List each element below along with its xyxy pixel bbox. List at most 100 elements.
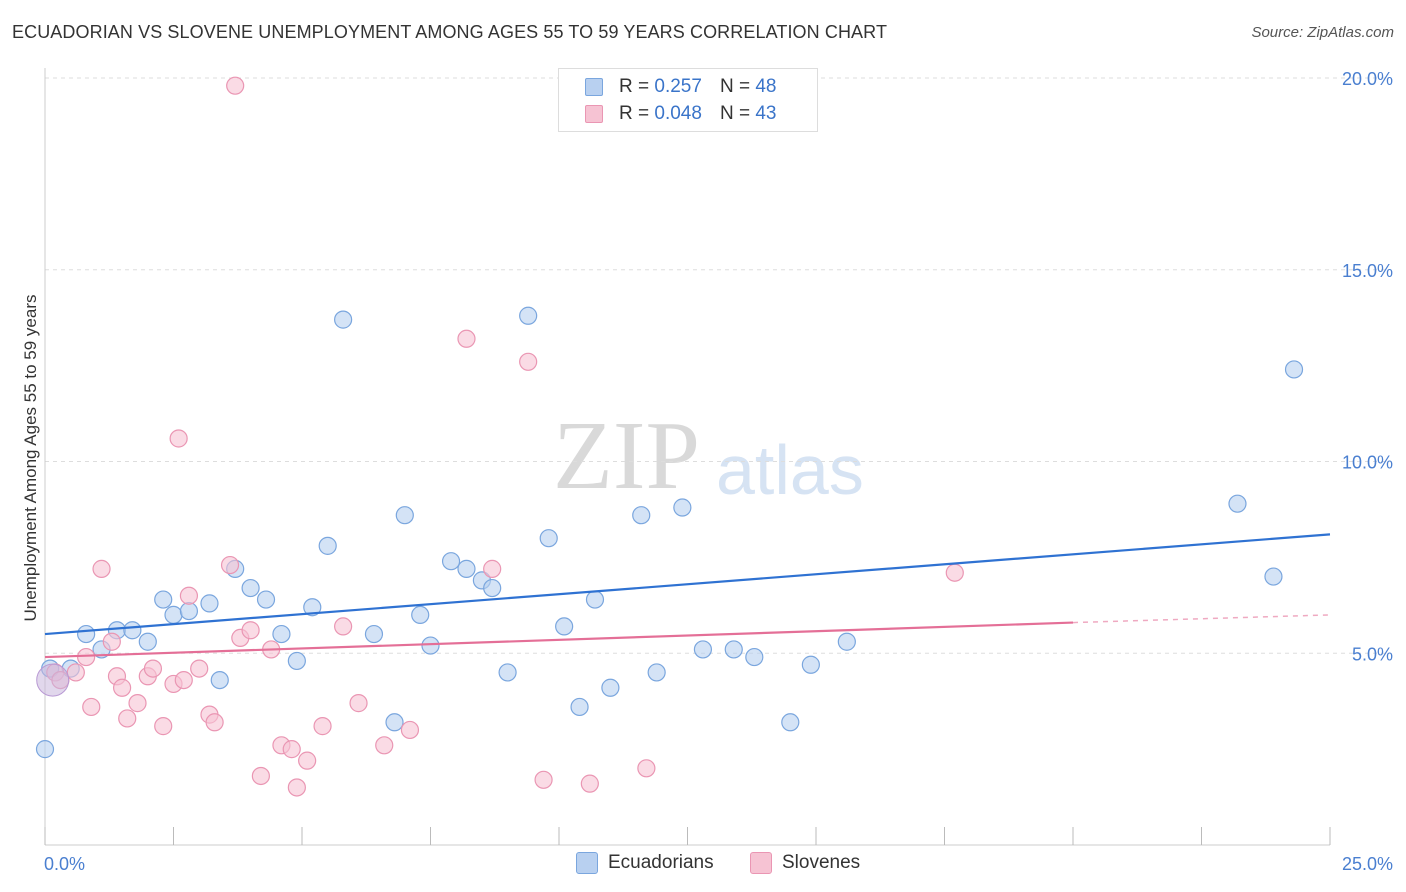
slovene-point (118, 709, 137, 728)
slovene-point (313, 717, 332, 736)
slovene-point (143, 659, 163, 678)
slovene-point (77, 647, 96, 667)
bottom-legend-ecuadorians[interactable]: Ecuadorians (576, 852, 714, 874)
ecuadorian-point (334, 310, 353, 329)
slovene-point (205, 713, 224, 732)
slovene-point (179, 586, 199, 605)
ecuadorian-point (555, 617, 574, 636)
legend-n-label: N = (719, 76, 751, 97)
watermark-atlas: atlas (716, 431, 864, 509)
ecuadorian-point (256, 590, 276, 609)
grid-layer (45, 77, 1385, 654)
slovene-point (349, 694, 368, 713)
legend-n-value: 48 (755, 76, 777, 97)
slovene-point (66, 663, 85, 682)
ecuadorian-point (421, 636, 440, 655)
ecuadorian-point (781, 713, 800, 732)
ecuadorian-point (837, 632, 856, 651)
ecuadorian-point (287, 651, 306, 671)
ecuadorian-point (303, 598, 322, 617)
points-layer (35, 76, 1304, 797)
cluster-point (36, 663, 70, 697)
bottom-legend-slovenes[interactable]: Slovenes (750, 852, 860, 874)
ecuadorian-point (647, 663, 666, 682)
slovene-point (519, 352, 538, 371)
slovene-trendline-dashed (1072, 614, 1331, 624)
ecuadorian-point (585, 590, 605, 609)
slovene-trendline (44, 621, 1074, 659)
slovene-point (102, 632, 121, 651)
ecuadorian-trendline (44, 533, 1331, 636)
ecuadorian-point (318, 536, 337, 555)
ecuadorian-point (745, 647, 764, 667)
bottom-legend-slovenes-label: Slovenes (782, 852, 861, 873)
ecuadorian-point (1228, 494, 1247, 513)
y-tick-label: 10.0% (1342, 453, 1393, 473)
slovene-point (534, 770, 553, 789)
legend-swatch-pink (585, 105, 603, 123)
slovene-point (128, 694, 147, 713)
slovene-point (580, 774, 599, 793)
ecuadorian-point (164, 605, 183, 625)
ecuadorian-point (724, 640, 743, 659)
bottom-legend-ecuadorians-label: Ecuadorians (608, 852, 714, 873)
legend-n-label: N = (719, 103, 751, 124)
legend-n-value: 43 (755, 103, 777, 124)
watermark-zip: ZIP (553, 402, 700, 510)
y-tick-label: 20.0% (1342, 69, 1393, 89)
ecuadorian-point (154, 590, 173, 609)
slovene-point (400, 720, 420, 740)
bottom-legend-swatch-blue (576, 852, 598, 874)
bottom-legend: Ecuadorians Slovenes (0, 852, 1406, 876)
x-tick-label: 0.0% (44, 854, 85, 874)
slovene-point (220, 555, 240, 575)
trend-layer (44, 533, 1331, 659)
ecuadorian-point (395, 506, 414, 525)
ecuadorian-point (693, 640, 713, 659)
slovene-point (457, 329, 476, 348)
ecuadorian-point (498, 663, 517, 682)
bottom-legend-swatch-pink (750, 852, 772, 874)
ecuadorian-point (801, 655, 820, 674)
ecuadorian-point (632, 506, 651, 525)
slovene-point (169, 429, 188, 448)
ecuadorian-point (364, 624, 384, 644)
ecuadorian-point (519, 306, 538, 325)
slovene-point (637, 759, 656, 778)
legend-row-ecuadorians: R = 0.257 N = 48 (585, 75, 776, 99)
chart-title: ECUADORIAN VS SLOVENE UNEMPLOYMENT AMONG… (12, 22, 888, 42)
y-tick-label: 5.0% (1352, 644, 1393, 664)
y-axis-title: Unemployment Among Ages 55 to 59 years (21, 295, 40, 622)
slovene-point (241, 621, 260, 640)
ecuadorian-point (601, 678, 620, 697)
ecuadorian-point (123, 621, 142, 640)
legend-r-value: 0.048 (654, 103, 702, 124)
ecuadorian-point (411, 605, 430, 625)
slovene-point (287, 778, 306, 797)
slovene-point (334, 617, 353, 636)
slovene-point (190, 659, 209, 678)
ecuadorian-point (77, 624, 96, 644)
source-label: Source: ZipAtlas.com (1251, 24, 1394, 41)
legend-swatch-blue (585, 78, 603, 96)
ecuadorian-point (570, 697, 589, 717)
slovene-point (251, 766, 270, 786)
legend-r-label: R = (619, 103, 650, 124)
slovene-point (298, 751, 317, 770)
legend-r-value: 0.257 (654, 76, 702, 97)
ecuadorian-point (210, 670, 229, 690)
slovene-point (82, 697, 101, 717)
ecuadorian-point (179, 601, 199, 621)
ecuadorian-point (539, 529, 558, 548)
ecuadorian-point (138, 632, 157, 651)
axis-layer (44, 68, 1331, 846)
ecuadorian-point (385, 713, 404, 732)
legend-r-label: R = (619, 76, 650, 97)
ecuadorian-point (457, 559, 476, 578)
ecuadorian-point (1264, 567, 1283, 586)
legend-row-slovenes: R = 0.048 N = 43 (585, 102, 776, 126)
slovene-point (375, 736, 394, 755)
slovene-point (174, 670, 193, 690)
slovene-point (282, 740, 301, 759)
